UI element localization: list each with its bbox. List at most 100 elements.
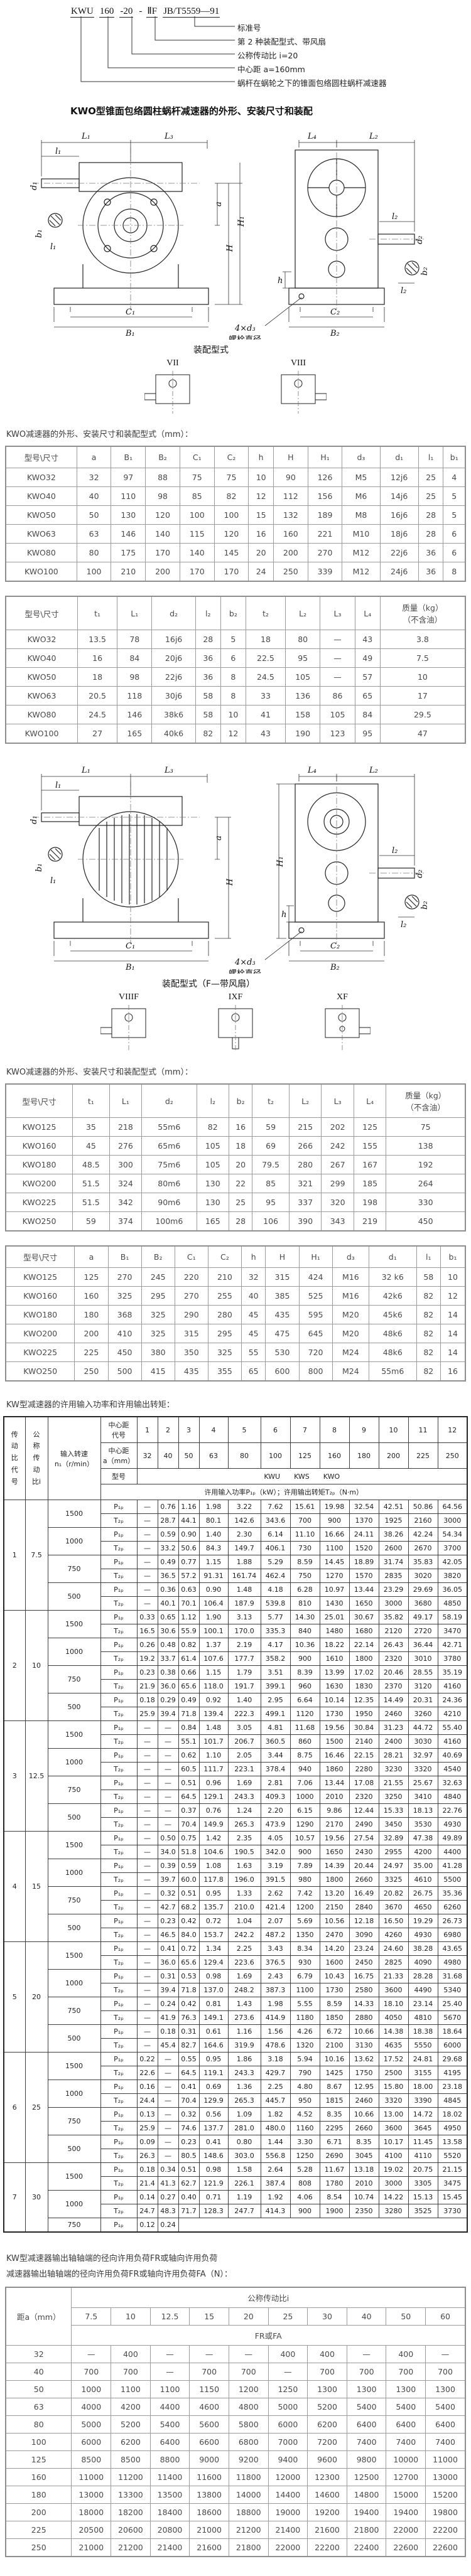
power-value: 1.08 [198,1859,229,1873]
power-value: 7.62 [260,1500,291,1514]
torque-value: 950 [290,2093,320,2108]
ratio-cell: 15 [24,1831,48,1942]
torque-value: 106.4 [198,1596,229,1611]
value-cell: 36 [195,667,221,687]
power-value: 14.38 [378,2024,409,2039]
power-value: 0.23 [178,2135,200,2149]
load-value: 11000 [425,2450,466,2469]
torque-value: 128.3 [198,2204,229,2218]
power-value: 18.00 [408,2080,438,2094]
value-cell: 189 [307,505,343,525]
dim-label-B2: B₂ [330,329,340,338]
power-value: 24.97 [378,1859,409,1873]
torque-value: 71.8 [178,1983,200,1997]
torque-row-label: T₂ₚ [100,1513,138,1528]
torque-value: 4210 [437,1707,468,1721]
table-row: 传动比代号 公称传动比i 输入转速 n₁（r/min） 中心距 代号 1 2 3 4 5 6 7 8 9… [3,1416,468,1500]
value-cell: 170 [179,562,215,582]
ratio-code-cell: 5 [3,1941,26,2053]
power-value: 1.24 [227,1803,261,1818]
header-center-distance: 距a（mm） [5,2287,72,2346]
power-value: — [136,1776,158,1790]
table-row: T₂ₚ —33.2 50.6 84.3 149.7 406.1 730 1100 1520 260… [4,1541,468,1555]
assembly-type-xf: XF [314,992,371,1053]
assembly-type-sketch [100,1005,146,1050]
power-value: 13.58 [437,2135,468,2149]
column-header: H₁ [307,446,343,468]
value-cell: 10 [248,468,274,487]
load-value: 22000 [268,2538,308,2557]
load-value: — [346,2345,387,2363]
section-heading-dims-small: KWO减速器的外形、安装尺寸和装配型式（mm）： [6,430,193,439]
torque-value: 4090 [408,1955,438,1970]
torque-value: 22.6 [136,2066,158,2080]
speed-cell: 750 [47,1886,101,1914]
assembly-type-views: VII VIII [5,358,466,415]
power-value: 2.20 [260,1803,291,1818]
column-header: L₂ [284,596,321,630]
table-row: 6 25 1500 P₁ₚ 0.22—0.55 0.95 1.86 3.18 5.94 10.16… [3,2052,468,2163]
header-row: 型号\尺寸 a B₁ B₂ C₁ C₂ h H H₁ d₃ d₁ l₁ b₁ [5,1245,466,1268]
value-cell: 138 [386,1136,466,1156]
load-value: 700 [189,2363,229,2381]
value-cell: M5 [342,468,381,487]
power-value: 1.34 [198,1941,229,1956]
value-cell: 450 [386,1211,466,1232]
torque-value: 4850 [437,1596,468,1611]
torque-row-label: T₂ₚ [100,2010,138,2025]
power-value: 19.56 [319,1831,350,1845]
torque-row-label: T₂ₚ [100,1569,138,1583]
ratio-header: 12.5 [149,2307,190,2326]
value-cell: 43 [245,724,286,744]
load-value: 9200 [228,2450,269,2469]
power-value: 55.40 [437,1720,468,1735]
power-value: 17.08 [349,1776,379,1790]
center-distance-cell: 50 [5,2380,72,2398]
value-cell: 65m6 [141,1136,197,1156]
table-row: T₂ₚ 21.9 36.0 65.6 118.0 191.7 399.1 960 1630 183… [4,1679,468,1693]
table-row: T₂ₚ 24.7 48.3 71.7 128.3 247.7 414.3 900 1900 235… [4,2204,468,2218]
load-value: 6400 [346,2415,387,2434]
power-row-label: P₁ₚ [100,2080,138,2094]
value-cell: 146 [117,705,153,724]
torque-value: 1250 [290,2149,320,2163]
dim-label-L3: L₃ [164,132,173,141]
torque-value: 4200 [408,1845,438,1859]
load-table-body: 32—400— — —400 400—400—40 700 700—700 700—700 7… [5,2345,466,2557]
center-distance: 63 [198,1442,229,1469]
value-cell: 28 [195,630,221,649]
power-value: 10.97 [319,1582,350,1597]
power-value: 2.81 [260,1776,291,1790]
torque-value: 342.0 [260,1845,291,1859]
power-value: — [157,1803,179,1818]
column-header: l₂ [195,596,221,630]
value-cell: 25 [418,486,444,506]
torque-value: 1860 [319,1762,350,1776]
value-cell: M20 [332,1324,369,1343]
assembly-type-vii: VII [144,358,201,415]
load-table-header: 距a（mm） 公称传动比i 7.5 10 12.5 15 20 25 30 40 50 60 FR或FA [5,2287,466,2346]
power-value: 16.50 [378,1914,409,1928]
load-value: 14600 [307,2486,347,2504]
table-row: T₂ₚ —46.5 84.0 153.7 242.2 487.2 1350 2470 3090 4… [4,1928,468,1942]
dim-label-b1: b₁ [35,229,44,238]
power-value: — [136,1582,158,1597]
value-cell: 105 [196,1136,230,1156]
power-value: 2.43 [260,1969,291,1983]
torque-row-label: T₂ₚ [100,1734,138,1749]
torque-value: 2460 [349,2093,379,2108]
value-cell: 380 [141,1343,175,1362]
column-header: C₂ [207,1245,242,1268]
torque-value: 3320 [408,1762,438,1776]
dim-label-B1: B₁ [125,963,135,972]
power-value: 15.45 [437,2190,468,2204]
torque-value: 39.4 [157,1707,179,1721]
torque-row-label: T₂ₚ [100,2038,138,2053]
value-cell: 82 [214,486,249,506]
dim-label-h: h [281,910,286,920]
value-cell: 264 [386,1174,466,1193]
torque-value: 1750 [349,2066,379,2080]
column-header: d₂ [151,596,196,630]
load-value: 1300 [346,2380,387,2398]
column-header: L₁ [109,1083,143,1118]
